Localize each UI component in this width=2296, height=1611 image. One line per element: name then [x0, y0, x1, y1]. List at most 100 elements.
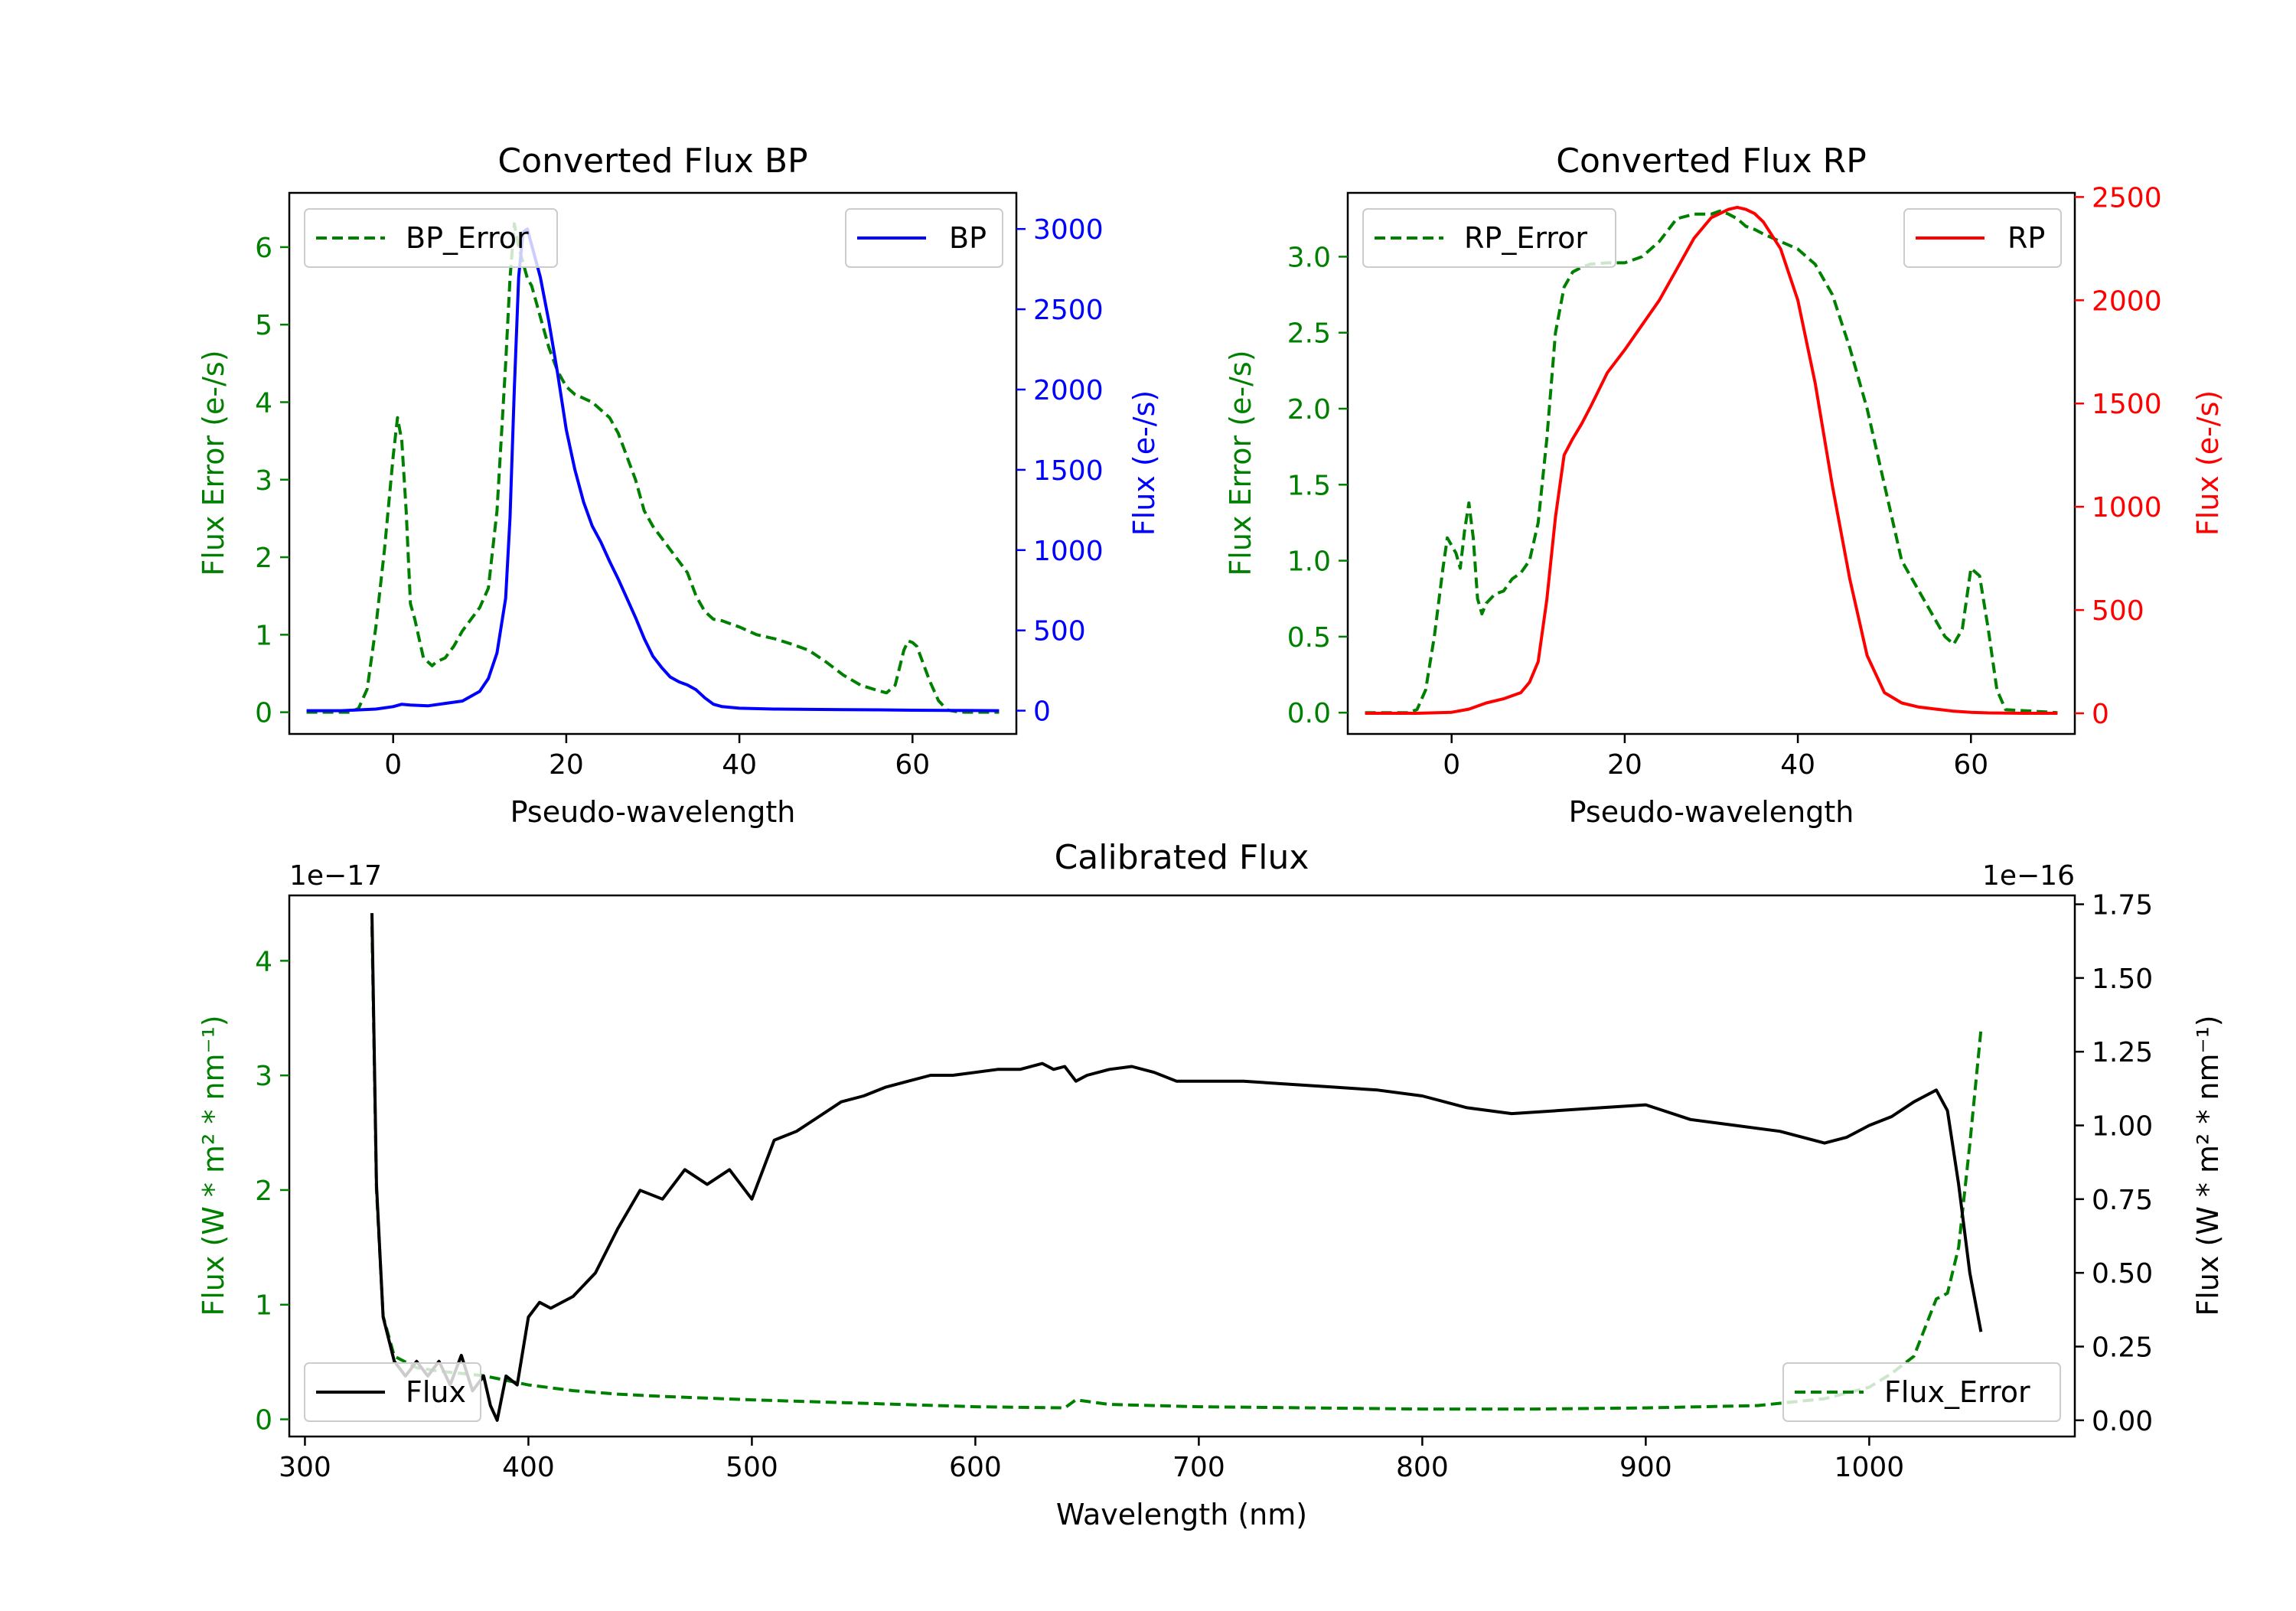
rp-ytick-right-label: 2000 [2092, 285, 2162, 317]
rp-ytick-left-label: 0.0 [1287, 698, 1331, 729]
calibrated-series-flux-error [370, 926, 1983, 1411]
rp-xtick-label: 20 [1607, 749, 1642, 781]
calibrated-plot-area [370, 913, 1983, 1422]
bp-ytick-left-label: 1 [255, 620, 272, 651]
rp-ytick-left-label: 2.5 [1287, 318, 1331, 350]
calibrated-legend-error-label: Flux_Error [1884, 1375, 2030, 1409]
bp-ylabel-right: Flux (e-/s) [1127, 390, 1161, 536]
calibrated-legend-error-box [1782, 1362, 2061, 1422]
bp-legend-error-box [304, 208, 558, 268]
calibrated-ytick-right-label: 1.75 [2092, 890, 2153, 921]
rp-legend-error-box [1362, 208, 1616, 268]
calibrated-ytick-right-label: 0.75 [2092, 1185, 2153, 1216]
bp-legend-flux: BP [845, 208, 1003, 268]
calibrated-xtick-label: 500 [726, 1452, 778, 1483]
bp-series-bp-error [306, 222, 1000, 714]
calibrated-xtick-label: 300 [279, 1452, 331, 1483]
calibrated-ytick-left-label: 2 [255, 1176, 272, 1207]
bp-plot-area [306, 222, 1000, 714]
rp-legend-flux: RP [1903, 208, 2062, 268]
calibrated-legend-flux-label: Flux [406, 1375, 466, 1409]
calibrated-ytick-left-label: 4 [255, 946, 272, 977]
bp-ytick-right-label: 2500 [1033, 295, 1104, 326]
calibrated-ytick-right-label: 0.25 [2092, 1332, 2153, 1363]
rp-series-rp [1365, 205, 2058, 715]
calibrated-series-group [370, 913, 1983, 1422]
calibrated-xtick-label: 1000 [1835, 1452, 1905, 1483]
bp-ytick-left-label: 5 [255, 310, 272, 341]
rp-ytick-right-label: 500 [2092, 595, 2144, 627]
rp-ylabel-right: Flux (e-/s) [2191, 390, 2225, 536]
calibrated-xtick-label: 400 [502, 1452, 555, 1483]
calibrated-offset-right: 1e−16 [1982, 860, 2075, 892]
bp-ytick-right-label: 3000 [1033, 214, 1104, 246]
bp-legend-error: BP_Error [304, 208, 558, 268]
calibrated-ytick-right-label: 1.50 [2092, 964, 2153, 995]
bp-legend-flux-label: BP [949, 221, 987, 255]
bp-xtick-label: 20 [549, 749, 584, 781]
bp-legend-error-label: BP_Error [406, 221, 529, 255]
bp-ylabel-left: Flux Error (e-/s) [197, 350, 230, 576]
rp-ytick-left-label: 1.0 [1287, 546, 1331, 578]
bp-ytick-left-label: 2 [255, 543, 272, 574]
bp-ytick-left-label: 3 [255, 465, 272, 497]
bp-ytick-left-label: 6 [255, 233, 272, 264]
rp-ytick-right-label: 0 [2092, 699, 2109, 730]
calibrated-axes-frame [288, 894, 2076, 1438]
calibrated-xlabel: Wavelength (nm) [1056, 1498, 1307, 1531]
calibrated-series-flux [370, 913, 1983, 1422]
bp-series-group [306, 222, 1000, 714]
calibrated-ylabel-right: Flux (W * m² * nm⁻¹) [2191, 1015, 2225, 1316]
calibrated-ytick-right-label: 1.00 [2092, 1111, 2153, 1143]
rp-ytick-left-label: 1.5 [1287, 470, 1331, 501]
bp-ytick-left-label: 4 [255, 387, 272, 419]
rp-legend-error: RP_Error [1362, 208, 1616, 268]
bp-xtick-label: 0 [384, 749, 402, 781]
rp-panel: Converted Flux RP 0 20 40 60 0.0 0.5 1.0 1.5 2.0… [1224, 142, 2225, 829]
rp-ytick-right-label: 1000 [2092, 492, 2162, 523]
rp-title: Converted Flux RP [1556, 142, 1867, 181]
calibrated-legend-flux-box [304, 1362, 481, 1422]
bp-ytick-right-label: 500 [1033, 616, 1086, 647]
calibrated-xtick-label: 700 [1172, 1452, 1225, 1483]
calibrated-ytick-left-label: 0 [255, 1405, 272, 1437]
rp-ytick-left-label: 0.5 [1287, 622, 1331, 654]
calibrated-ytick-right-label: 0.00 [2092, 1406, 2153, 1437]
bp-title: Converted Flux BP [497, 142, 807, 181]
calibrated-xtick-label: 900 [1619, 1452, 1672, 1483]
rp-ylabel-left: Flux Error (e-/s) [1224, 350, 1257, 576]
rp-axes-frame [1346, 191, 2076, 735]
rp-legend-flux-label: RP [2007, 221, 2045, 255]
bp-series-bp [306, 227, 1000, 713]
rp-ytick-right-label: 2500 [2092, 182, 2162, 214]
rp-xtick-label: 0 [1443, 749, 1460, 781]
calibrated-ylabel-left: Flux (W * m² * nm⁻¹) [197, 1015, 230, 1316]
calibrated-legend-flux: Flux [304, 1362, 481, 1422]
rp-legend-error-label: RP_Error [1464, 221, 1587, 255]
calibrated-offset-left: 1e−17 [289, 860, 382, 892]
bp-xlabel: Pseudo-wavelength [510, 795, 796, 829]
bp-ytick-right-label: 0 [1033, 696, 1051, 728]
rp-ytick-left-label: 2.0 [1287, 394, 1331, 426]
rp-series-rp-error [1365, 209, 2058, 715]
calibrated-ytick-right-label: 1.25 [2092, 1037, 2153, 1068]
rp-plot-area [1365, 205, 2058, 715]
bp-panel: Converted Flux BP 0 20 40 60012345605001000… [197, 142, 1161, 829]
calibrated-ticks-group: 300 400 500 600 700 800 900 1000 0 1 2 3 4 0.00 0.25 0.… [255, 890, 2153, 1483]
bp-xtick-label: 40 [722, 749, 757, 781]
bp-xtick-label: 60 [895, 749, 930, 781]
calibrated-panel: Calibrated Flux 1e−17 1e−16 300 400 500 600… [197, 838, 2225, 1531]
rp-series-group [1365, 205, 2058, 715]
calibrated-ytick-right-label: 0.50 [2092, 1258, 2153, 1290]
bp-axes-frame [288, 191, 1018, 735]
bp-ytick-right-label: 1000 [1033, 536, 1104, 567]
calibrated-ytick-left-label: 3 [255, 1061, 272, 1092]
rp-xtick-label: 60 [1953, 749, 1988, 781]
bp-ytick-left-label: 0 [255, 698, 272, 729]
calibrated-title: Calibrated Flux [1055, 838, 1309, 877]
calibrated-ytick-left-label: 1 [255, 1290, 272, 1322]
calibrated-xtick-label: 800 [1396, 1452, 1449, 1483]
